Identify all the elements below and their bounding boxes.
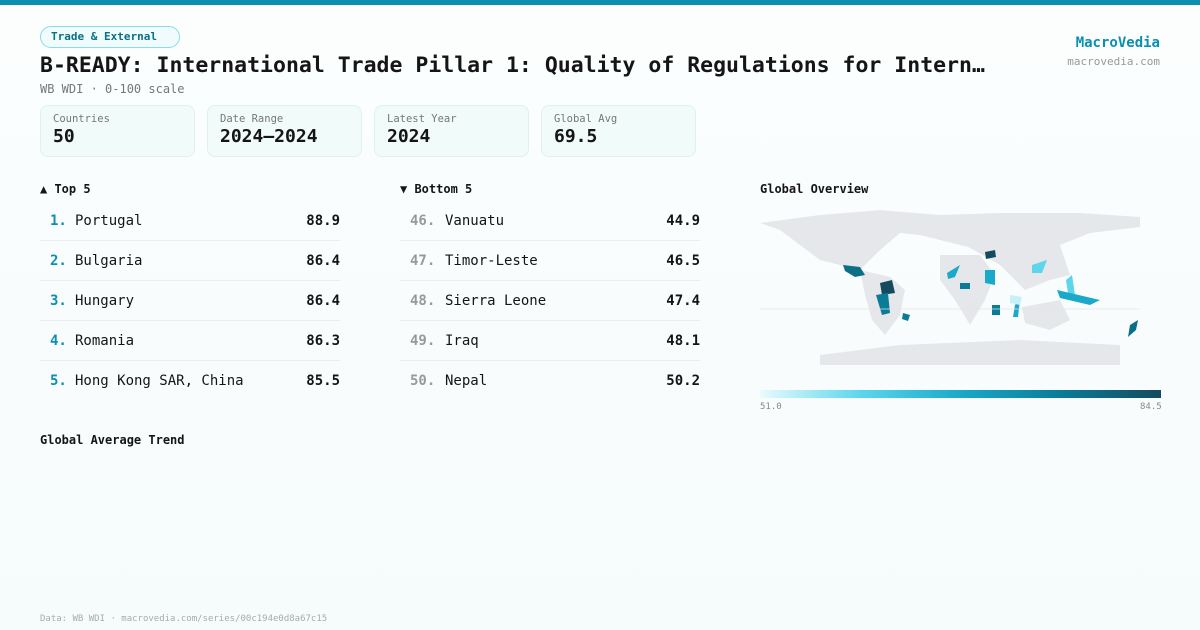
country-value: 88.9	[306, 212, 340, 229]
list-item[interactable]: 50. Nepal 50.2	[400, 361, 700, 401]
map-heading: Global Overview	[760, 182, 869, 196]
country-value: 85.5	[306, 373, 340, 389]
list-item[interactable]: 46. Vanuatu 44.9	[400, 201, 700, 241]
land	[760, 210, 1140, 365]
trend-heading: Global Average Trend	[40, 433, 185, 447]
stat-card-countries: Countries 50	[40, 105, 195, 157]
stat-card-latest-year: Latest Year 2024	[374, 105, 529, 157]
top-5-list: 1. Portugal 88.9 2. Bulgaria 86.4 3. Hungary 8…	[40, 201, 340, 401]
country-value: 44.9	[666, 212, 700, 229]
stat-value: 2024	[387, 126, 431, 147]
stat-value: 50	[53, 126, 75, 147]
footer-source: Data: WB WDI · macrovedia.com/series/00c…	[40, 614, 328, 624]
rank: 49.	[410, 332, 436, 349]
country-name: Bulgaria	[75, 252, 143, 269]
country-value: 86.4	[306, 252, 340, 269]
country-name: Iraq	[445, 332, 479, 349]
legend-max: 84.5	[1140, 402, 1162, 412]
bottom-5-heading: ▼ Bottom 5	[400, 182, 473, 196]
country-value: 47.4	[666, 292, 700, 309]
country-value: 46.5	[666, 252, 700, 269]
list-item[interactable]: 3. Hungary 86.4	[40, 281, 340, 321]
country-name: Sierra Leone	[445, 292, 547, 309]
country-value: 48.1	[666, 332, 700, 349]
top-5-heading: ▲ Top 5	[40, 182, 91, 196]
category-badge[interactable]: Trade & External	[40, 26, 180, 48]
highlighted-countries	[843, 250, 1138, 337]
list-item[interactable]: 4. Romania 86.3	[40, 321, 340, 361]
world-map[interactable]	[760, 205, 1160, 365]
list-item[interactable]: 2. Bulgaria 86.4	[40, 241, 340, 281]
page-subtitle: WB WDI · 0-100 scale	[40, 82, 185, 96]
rank: 47.	[410, 252, 436, 269]
rank: 4.	[50, 332, 67, 349]
country-value: 86.3	[306, 332, 340, 349]
country-name: Vanuatu	[445, 212, 505, 229]
brand-url[interactable]: macrovedia.com	[1067, 55, 1160, 68]
country-value: 86.4	[306, 292, 340, 309]
stat-card-date-range: Date Range 2024–2024	[207, 105, 362, 157]
stat-value: 69.5	[554, 126, 598, 147]
country-name: Portugal	[75, 212, 143, 229]
top-accent-bar	[0, 0, 1200, 5]
rank: 3.	[50, 292, 67, 309]
country-name: Hong Kong SAR, China	[75, 373, 244, 389]
stat-value: 2024–2024	[220, 126, 318, 147]
list-item[interactable]: 47. Timor-Leste 46.5	[400, 241, 700, 281]
rank: 46.	[410, 212, 436, 229]
list-item[interactable]: 1. Portugal 88.9	[40, 201, 340, 241]
bottom-5-list: 46. Vanuatu 44.9 47. Timor-Leste 46.5 48. Sie…	[400, 201, 700, 401]
list-item[interactable]: 48. Sierra Leone 47.4	[400, 281, 700, 321]
rank: 1.	[50, 212, 67, 229]
rank: 50.	[410, 373, 436, 389]
legend-min: 51.0	[760, 402, 782, 412]
country-name: Nepal	[445, 373, 488, 389]
brand-logo[interactable]: MacroVedia	[1075, 35, 1160, 51]
stat-label: Latest Year	[387, 113, 457, 125]
stat-label: Date Range	[220, 113, 284, 125]
map-color-legend	[760, 390, 1161, 398]
country-name: Romania	[75, 332, 135, 349]
rank: 48.	[410, 292, 436, 309]
rank: 2.	[50, 252, 67, 269]
list-item[interactable]: 49. Iraq 48.1	[400, 321, 700, 361]
country-name: Hungary	[75, 292, 135, 309]
stat-label: Countries	[53, 113, 110, 125]
country-value: 50.2	[666, 373, 700, 389]
rank: 5.	[50, 373, 67, 389]
stat-card-global-avg: Global Avg 69.5	[541, 105, 696, 157]
country-name: Timor-Leste	[445, 252, 538, 269]
list-item[interactable]: 5. Hong Kong SAR, China 85.5	[40, 361, 340, 401]
page-title: B-READY: International Trade Pillar 1: Q…	[40, 53, 985, 78]
stat-label: Global Avg	[554, 113, 618, 125]
